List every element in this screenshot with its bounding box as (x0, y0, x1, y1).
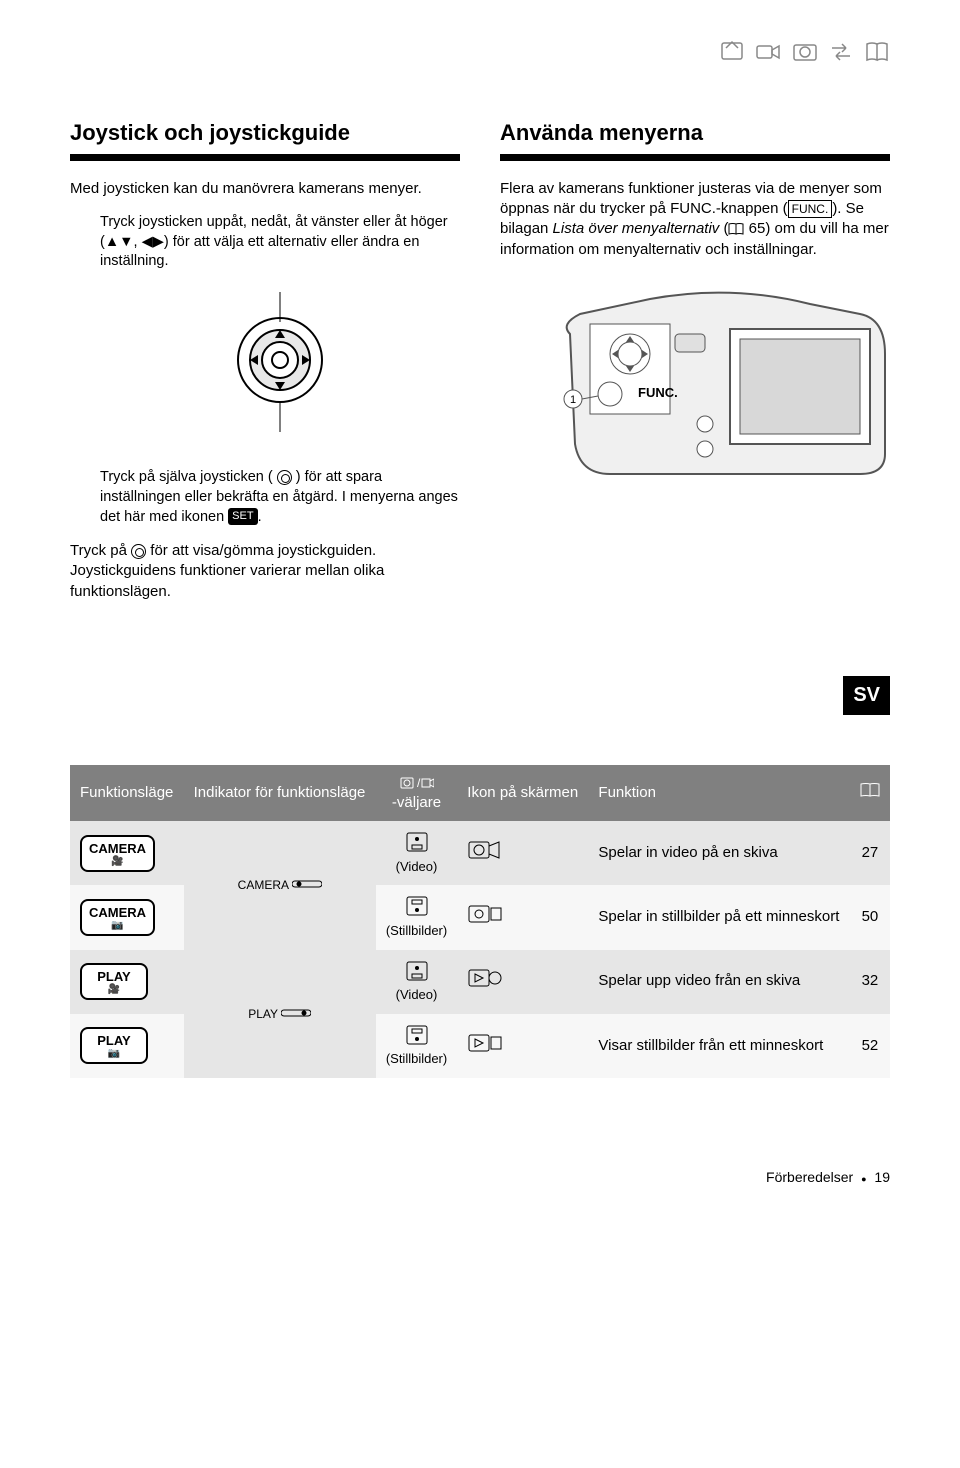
page-ref: 27 (850, 821, 890, 885)
heading-rule (70, 154, 460, 161)
left-column: Joystick och joystickguide Med joysticke… (70, 118, 460, 616)
footer-section: Förberedelser (766, 1169, 853, 1185)
func-text: Spelar in stillbilder på ett minneskort (588, 885, 849, 949)
func-button-label: FUNC. (788, 200, 833, 218)
context-icon-row (70, 40, 890, 68)
table-row: CAMERA🎥 CAMERA (Video) Spelar in video p… (70, 821, 890, 885)
print-icon (719, 40, 745, 62)
joystick-press-text: Tryck på själva joysticken ( ) för att s… (100, 468, 460, 527)
mode-badge-camera-video: CAMERA🎥 (80, 835, 155, 873)
r-p1d: ( (719, 220, 728, 237)
joystick-instruction-block: Tryck joysticken uppåt, nedåt, åt vänste… (70, 213, 460, 527)
book-icon (864, 40, 890, 62)
p4-part-a: Tryck på (70, 542, 131, 559)
appendix-title: Lista över menyalternativ (553, 220, 720, 237)
selector-still-2: (Stillbilder) (376, 1014, 458, 1078)
footer-separator (857, 1169, 870, 1185)
joystick-diagram (100, 292, 460, 439)
set-icon: SET (228, 508, 257, 525)
p3-part-a: Tryck på själva joysticken ( (100, 469, 273, 485)
mode-badge-camera-still: CAMERA📷 (80, 899, 155, 937)
camera-icon (792, 40, 818, 62)
joystick-directions-text: Tryck joysticken uppåt, nedåt, åt vänste… (100, 213, 460, 272)
page-footer: Förberedelser 19 (70, 1168, 890, 1187)
mode-badge-play-still: PLAY📷 (80, 1027, 148, 1065)
th-mode: Funktionsläge (70, 765, 184, 822)
p3-part-c: . (258, 509, 262, 525)
th-selector-label: -väljare (392, 794, 441, 811)
func-text: Visar stillbilder från ett minneskort (588, 1014, 849, 1078)
th-page (850, 765, 890, 822)
joystick-center-icon (277, 470, 292, 485)
th-indicator: Indikator för funktionsläge (184, 765, 376, 822)
mode-badge-play-video: PLAY🎥 (80, 963, 148, 1001)
book-ref-icon (728, 223, 744, 235)
indicator-play: PLAY (184, 950, 376, 1078)
th-screen-icon: Ikon på skärmen (457, 765, 588, 822)
modes-table: Funktionsläge Indikator för funktionsläg… (70, 765, 890, 1078)
table-header-row: Funktionsläge Indikator för funktionsläg… (70, 765, 890, 822)
func-text: Spelar upp video från en skiva (588, 950, 849, 1014)
indicator-camera: CAMERA (184, 821, 376, 949)
selector-video: (Video) (376, 821, 458, 885)
selector-video-2: (Video) (376, 950, 458, 1014)
page-ref: 32 (850, 950, 890, 1014)
right-paragraph: Flera av kamerans funktioner justeras vi… (500, 179, 890, 260)
table-row: PLAY🎥 PLAY (Video) Spelar upp video från… (70, 950, 890, 1014)
svg-text:FUNC.: FUNC. (638, 385, 678, 400)
footer-page-number: 19 (874, 1169, 890, 1185)
camcorder-icon (755, 40, 781, 62)
screen-icon-card-play (457, 1014, 588, 1078)
sv-language-tag: SV (843, 676, 890, 715)
camera-rear-diagram: 1 FUNC. (500, 274, 890, 500)
selector-still: (Stillbilder) (376, 885, 458, 949)
transfer-icon (828, 40, 854, 62)
screen-icon-disc-play (457, 950, 588, 1014)
book-header-icon (860, 783, 880, 797)
left-intro: Med joysticken kan du manövrera kamerans… (70, 179, 460, 199)
svg-text:/: / (417, 776, 421, 790)
right-column: Använda menyerna Flera av kamerans funkt… (500, 118, 890, 616)
right-heading: Använda menyerna (500, 118, 890, 148)
page-ref: 50 (850, 885, 890, 949)
screen-icon-card-rec (457, 885, 588, 949)
left-heading: Joystick och joystickguide (70, 118, 460, 148)
svg-text:1: 1 (570, 394, 576, 406)
joystick-guide-toggle-text: Tryck på för att visa/gömma joystickguid… (70, 541, 460, 602)
heading-rule-2 (500, 154, 890, 161)
th-function: Funktion (588, 765, 849, 822)
func-text: Spelar in video på en skiva (588, 821, 849, 885)
camera-video-icon: / (400, 776, 434, 790)
page-ref: 52 (850, 1014, 890, 1078)
th-selector: / -väljare (376, 765, 458, 822)
screen-icon-disc-rec (457, 821, 588, 885)
joystick-center-icon-2 (131, 544, 146, 559)
